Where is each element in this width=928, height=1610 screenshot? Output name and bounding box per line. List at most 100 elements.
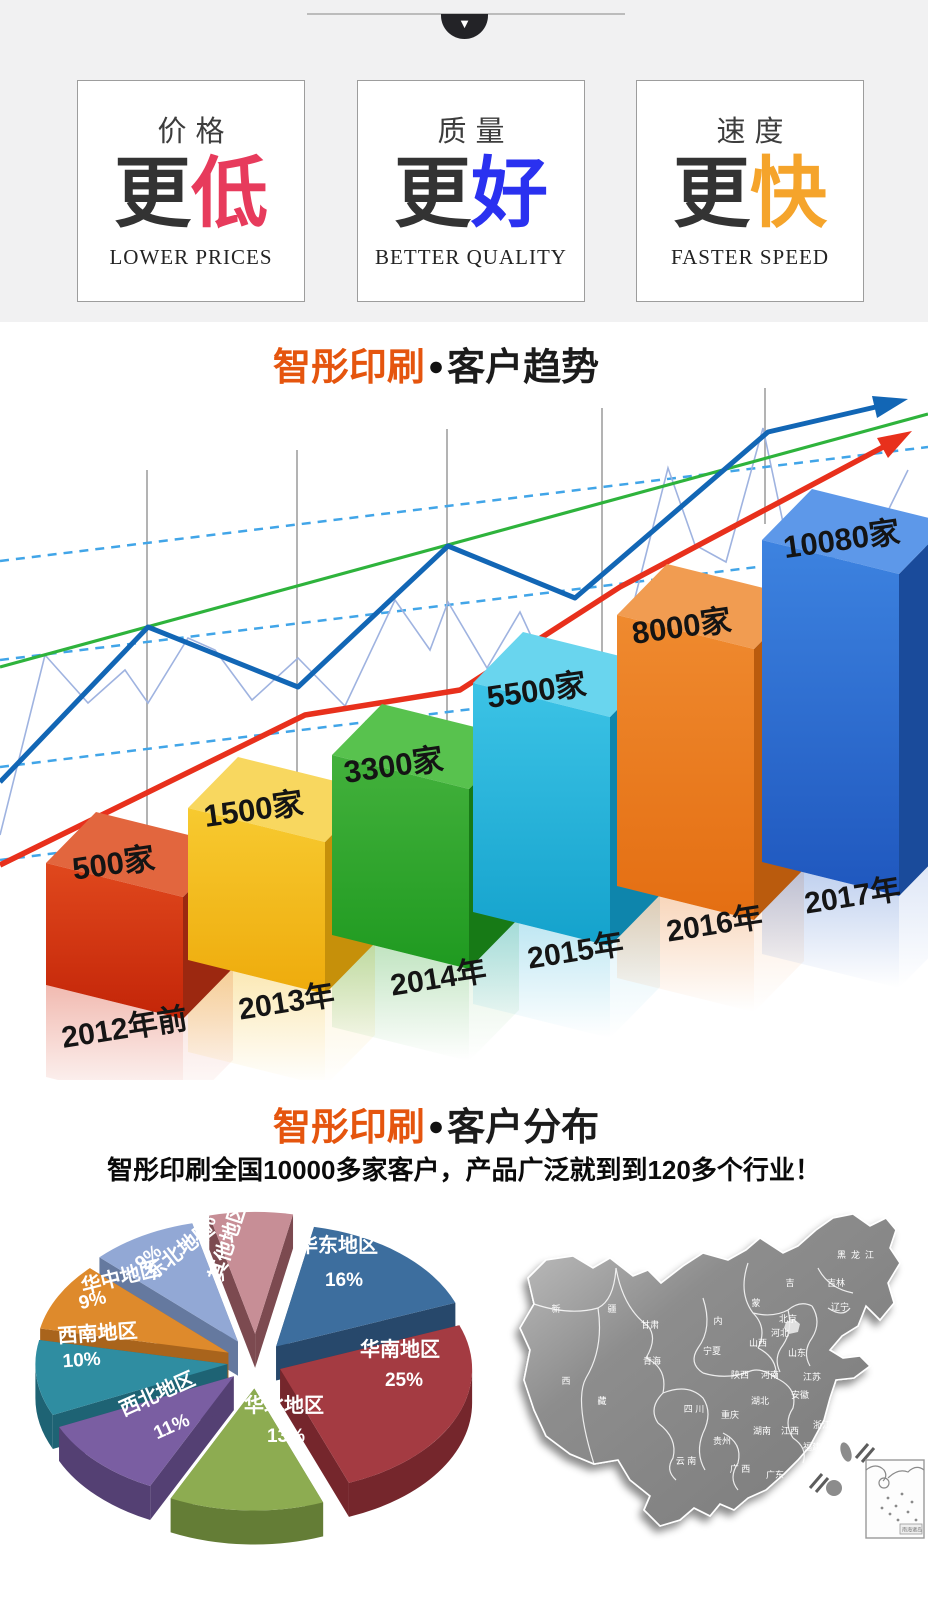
pie-slice-label: 西南地区 <box>57 1319 138 1348</box>
pie-slice-pct: 25% <box>385 1370 423 1391</box>
province-label: 云 南 <box>676 1455 697 1466</box>
province-label: 广 西 <box>730 1463 751 1474</box>
bar-reflection-3 <box>473 912 610 1038</box>
distribution-section-title: 智彤印刷 ●客户分布 <box>0 1096 900 1151</box>
trend-title-text: 客户趋势 <box>447 347 600 389</box>
province-label: 吉 <box>785 1278 794 1288</box>
province-label: 福建 <box>803 1441 821 1452</box>
bar-series <box>46 489 928 1019</box>
bar-2017年 <box>762 489 928 896</box>
customer-trend-chart: 500家2012年前1500家2013年3300家2014年5500家2015年… <box>0 388 928 1080</box>
card-heading: 速度 <box>716 116 793 148</box>
distribution-subtitle: 智彤印刷全国10000多家客户，产品广泛就到到120多个行业！ <box>107 1155 821 1185</box>
scroll-down-badge[interactable]: ▼ <box>441 14 488 39</box>
province-label: 河北 <box>771 1327 789 1338</box>
brand-name: 智彤印刷 <box>272 347 425 389</box>
red-trend-line <box>0 443 887 868</box>
province-label: 青海 <box>643 1355 661 1366</box>
bar-reflection-5 <box>762 862 899 988</box>
bar-reflection-2 <box>332 935 469 1061</box>
province-label: 江西 <box>781 1426 799 1436</box>
province-label: 西 <box>561 1376 570 1386</box>
beijing-highlight <box>784 1319 800 1334</box>
province-label: 湖南 <box>753 1425 771 1436</box>
pie-slice-pct: 10% <box>62 1349 102 1373</box>
card-big-text: 更低 <box>78 154 304 235</box>
red-arrowhead-icon <box>877 431 912 458</box>
card-english: BETTER QUALITY <box>375 244 567 269</box>
bullet-icon: ● <box>427 351 445 381</box>
province-label: 陕西 <box>731 1369 749 1380</box>
big-prefix: 更 <box>114 151 191 237</box>
province-label: 山西 <box>749 1338 767 1348</box>
taiwan-island <box>840 1442 852 1462</box>
pie-slice-pct: 16% <box>325 1270 363 1291</box>
card-english: LOWER PRICES <box>109 244 273 269</box>
benefits-banner: ▼ 价格 更低 LOWER PRICES 质量 更好 BETTER QUALIT… <box>0 0 928 322</box>
distribution-title-text: 客户分布 <box>447 1107 600 1149</box>
province-label: 蒙 <box>751 1297 760 1308</box>
chevron-down-icon: ▼ <box>458 16 471 31</box>
pie-slice-华北地区 <box>170 1388 324 1545</box>
province-label: 湖北 <box>751 1396 769 1406</box>
province-label: 广东 <box>766 1469 784 1480</box>
bar-reflection-0 <box>46 985 183 1080</box>
benefit-card-speed: 速度 更快 FASTER SPEED <box>636 80 864 302</box>
big-accent: 快 <box>750 151 827 237</box>
customer-distribution-graphic: 华东地区16%华南地区25%华北地区13%西北地区11%西南地区10%华中地区9… <box>35 1200 925 1545</box>
pie-slice-label: 华北地区 <box>244 1393 324 1417</box>
bullet-icon: ● <box>427 1111 445 1141</box>
province-label: 辽宁 <box>831 1301 849 1312</box>
pie-slice-label: 华东地区 <box>298 1233 378 1257</box>
hainan-island <box>826 1480 842 1496</box>
province-label: 安徽 <box>791 1389 809 1400</box>
province-label: 山东 <box>788 1347 806 1358</box>
province-label: 宁夏 <box>703 1345 721 1356</box>
china-outline <box>519 1213 901 1527</box>
province-label: 北京 <box>779 1313 797 1324</box>
pie-slice-西北地区 <box>59 1376 234 1521</box>
inset-label: 南海诸岛 <box>902 1527 922 1534</box>
card-big-text: 更快 <box>637 154 863 235</box>
province-label: 四 川 <box>684 1404 705 1414</box>
big-accent: 低 <box>191 151 268 237</box>
card-big-text: 更好 <box>358 154 584 235</box>
bar-reflection-4 <box>617 886 754 1012</box>
big-prefix: 更 <box>394 151 471 237</box>
card-english: FASTER SPEED <box>670 244 830 269</box>
green-trend-line <box>0 412 928 669</box>
pie-slice-label: 华南地区 <box>360 1337 440 1361</box>
pie-slice-华南地区 <box>280 1325 473 1517</box>
province-label: 吉林 <box>827 1277 845 1288</box>
province-borders <box>533 1262 854 1491</box>
south-china-sea-inset: 南海诸岛 <box>865 1459 925 1539</box>
province-label: 内 <box>713 1315 722 1326</box>
light-blue-zigzag-line <box>0 427 909 836</box>
pie-slice-pct: 13% <box>267 1426 305 1447</box>
province-label: 新 <box>551 1303 560 1314</box>
benefit-card-price: 价格 更低 LOWER PRICES <box>77 80 305 302</box>
benefit-card-quality: 质量 更好 BETTER QUALITY <box>357 80 585 302</box>
big-prefix: 更 <box>673 151 750 237</box>
province-label: 黑龙江 <box>837 1249 879 1260</box>
card-heading: 质量 <box>437 116 514 148</box>
province-label: 贵州 <box>713 1435 731 1446</box>
big-accent: 好 <box>471 151 548 237</box>
region-pie-chart <box>35 1211 473 1545</box>
pie-slice-其他地区 <box>209 1211 294 1368</box>
blue-arrowhead-icon <box>872 396 908 418</box>
province-label: 疆 <box>607 1304 616 1314</box>
province-label: 江苏 <box>803 1371 821 1382</box>
province-label: 藏 <box>597 1395 606 1406</box>
province-label: 甘肃 <box>641 1319 659 1330</box>
brand-name: 智彤印刷 <box>272 1107 425 1149</box>
province-label: 浙江 <box>813 1419 831 1430</box>
bar-reflection-1 <box>188 960 325 1080</box>
province-label: 重庆 <box>721 1409 739 1420</box>
sea-boundary-slashes <box>808 1443 876 1493</box>
bar-side-reflection-5 <box>899 866 928 988</box>
trend-section-title: 智彤印刷 ●客户趋势 <box>0 336 900 391</box>
